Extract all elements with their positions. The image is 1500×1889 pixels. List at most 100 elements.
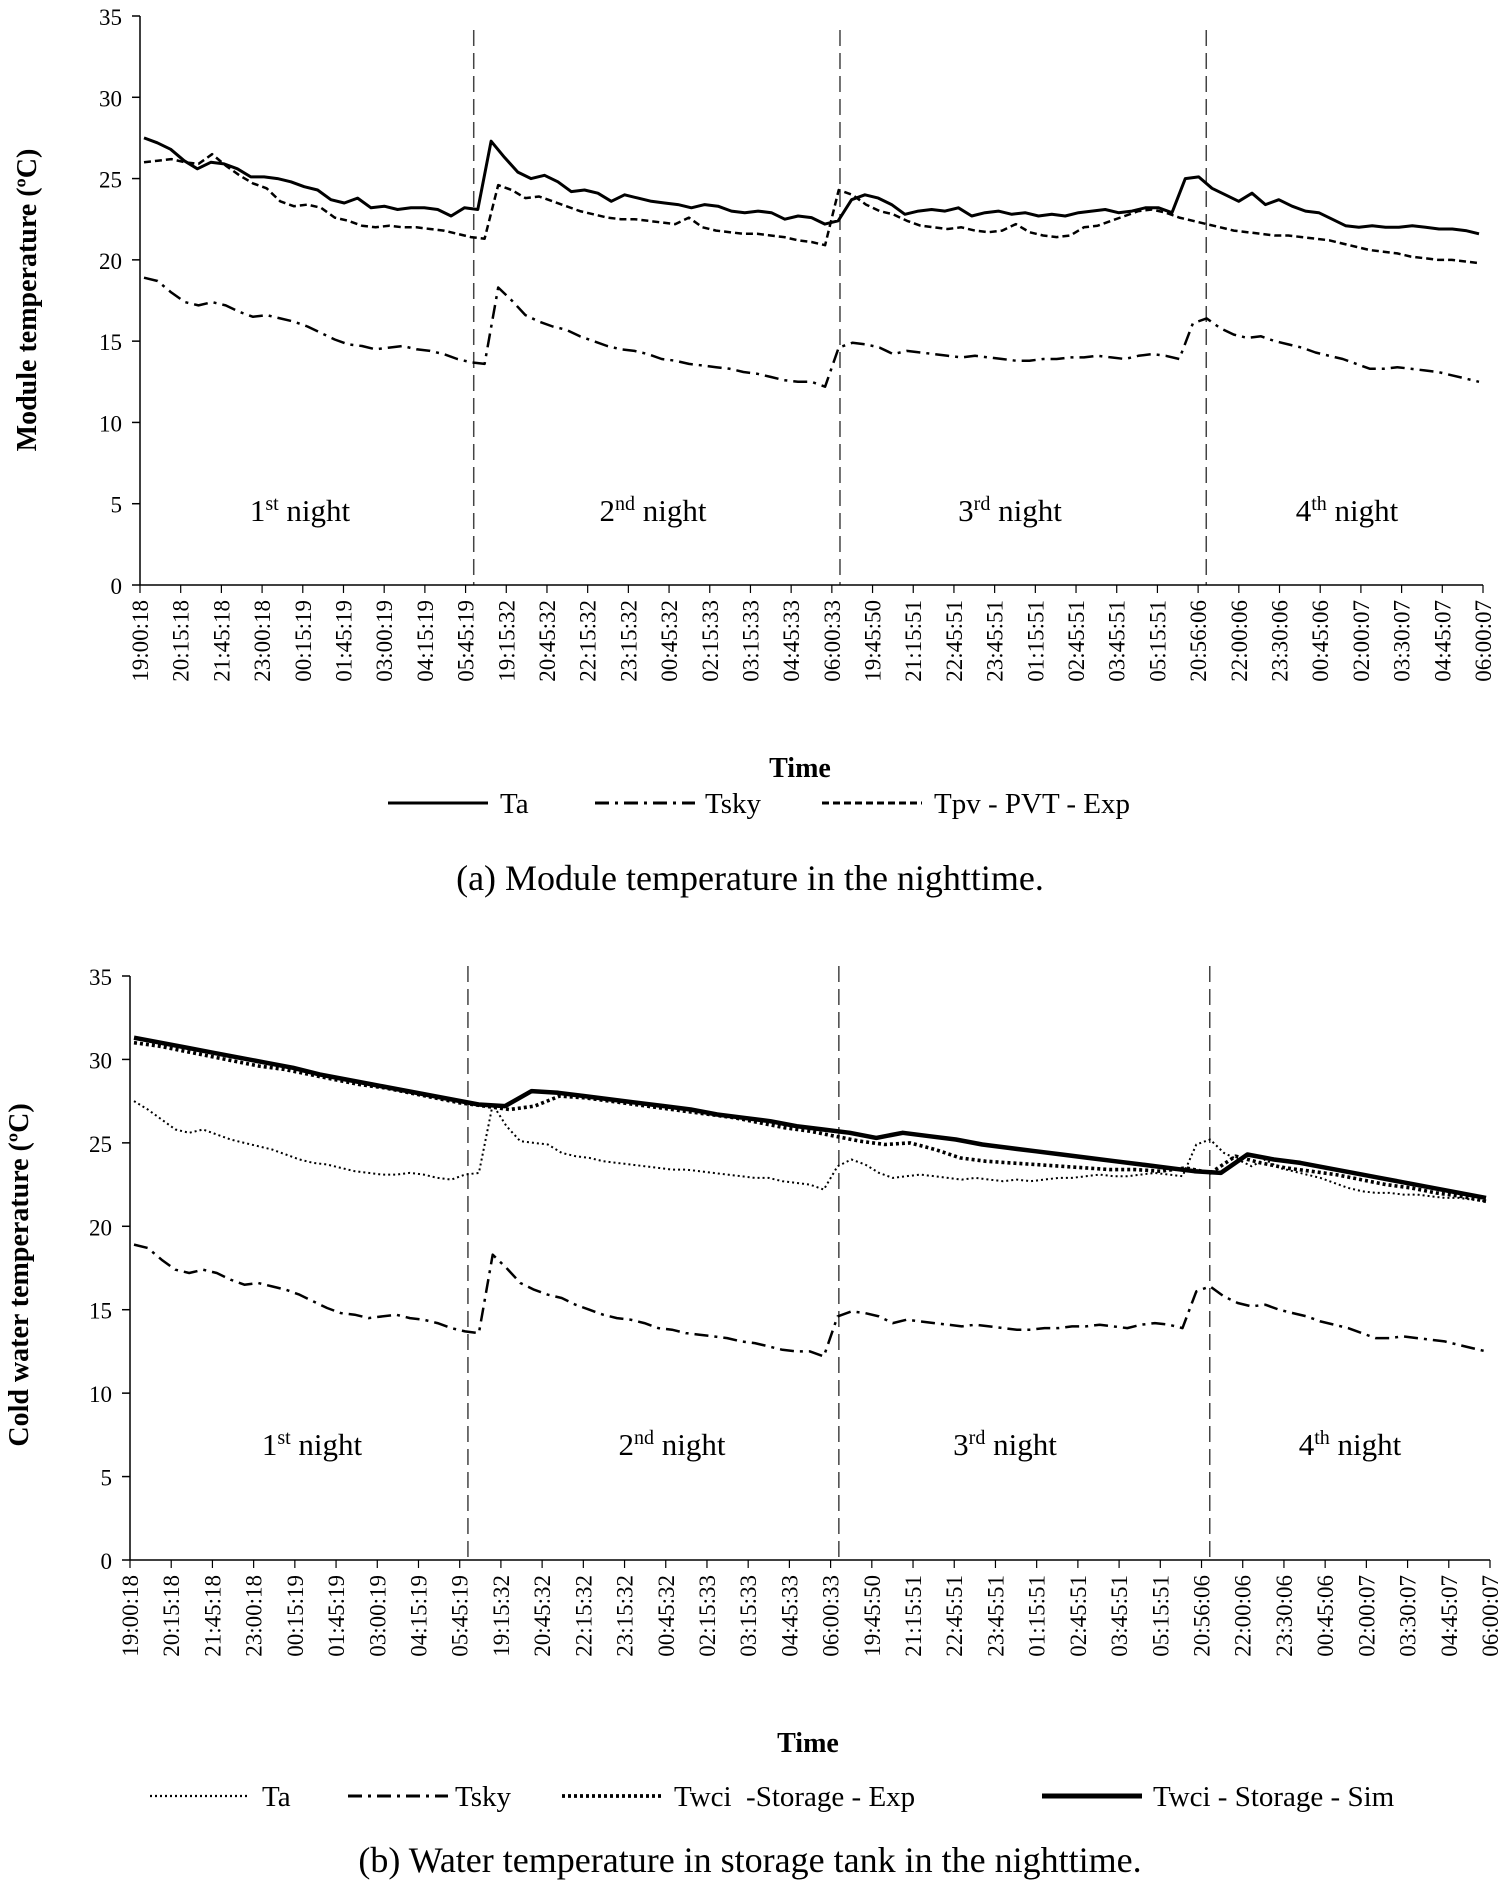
x-tick-label-b: 03:00:19 (365, 1575, 390, 1657)
y-tick-label-b: 0 (101, 1549, 113, 1574)
x-tick-label-a: 23:15:32 (616, 600, 641, 682)
x-tick-label-b: 02:00:07 (1354, 1575, 1379, 1657)
x-tick-label-a: 03:15:33 (738, 600, 763, 682)
x-tick-label-b: 23:30:06 (1272, 1575, 1297, 1657)
x-tick-label-a: 05:45:19 (454, 600, 479, 682)
night-labels-a: 1st night 2nd night 3rd night 4th night (250, 493, 1399, 528)
legend-label-ta-b: Ta (262, 1781, 291, 1813)
caption-b: (b) Water temperature in storage tank in… (358, 1840, 1141, 1880)
x-tick-label-b: 05:15:51 (1148, 1575, 1173, 1657)
y-tick-label-b: 35 (89, 965, 112, 990)
x-tick-label-a: 20:15:18 (169, 600, 194, 682)
x-tick-label-a: 19:15:32 (494, 600, 519, 682)
y-axis-ticks-b: 0 5 10 15 20 25 30 35 (89, 965, 130, 1574)
series-line-a-1 (143, 276, 1480, 388)
legend-label-twci-exp-b: Twci -Storage - Exp (674, 1781, 915, 1813)
x-tick-label-a: 19:45:50 (861, 600, 886, 682)
x-tick-label-b: 03:45:51 (1107, 1575, 1132, 1657)
x-tick-label-a: 21:15:51 (901, 600, 926, 682)
x-tick-label-b: 00:15:19 (283, 1575, 308, 1657)
x-tick-label-a: 05:15:51 (1145, 600, 1170, 682)
x-tick-label-a: 01:45:19 (331, 600, 356, 682)
chart-b: 0 5 10 15 20 25 30 35 19:00:18 20:15:18 21:45:18 2… (4, 965, 1500, 1880)
x-tick-label-b: 19:45:50 (860, 1575, 885, 1657)
y-tick-label-a: 10 (99, 411, 122, 436)
y-axis-ticks-a: 0 5 10 15 20 25 30 35 (99, 5, 140, 599)
x-tick-label-a: 04:15:19 (413, 600, 438, 682)
x-tick-label-a: 23:30:06 (1268, 600, 1293, 682)
y-tick-label-b: 15 (89, 1299, 112, 1324)
x-tick-label-a: 06:00:07 (1471, 600, 1496, 682)
x-axis-ticks-b: 19:00:18 20:15:18 21:45:18 23:00:18 00:15:19… (118, 1560, 1500, 1657)
x-tick-label-a: 20:56:06 (1186, 600, 1211, 682)
x-tick-label-b: 01:15:51 (1025, 1575, 1050, 1657)
y-axis-title-b: Cold water temperature (ºC) (4, 1103, 35, 1446)
y-axis-title-a: Module temperature (ºC) (12, 149, 43, 452)
caption-a: (a) Module temperature in the nighttime. (456, 858, 1044, 898)
y-tick-label-b: 5 (101, 1466, 113, 1491)
legend-label-tsky-b: Tsky (455, 1781, 511, 1813)
night-dividers-b (467, 966, 1211, 1560)
legend-label-ta-a: Ta (500, 788, 529, 820)
x-tick-label-a: 03:00:19 (372, 600, 397, 682)
x-tick-label-a: 23:45:51 (983, 600, 1008, 682)
night-label-a: 1st night (250, 493, 351, 528)
x-tick-label-a: 19:00:18 (128, 600, 153, 682)
y-tick-label-b: 20 (89, 1215, 112, 1240)
series-line-a-2 (143, 152, 1480, 265)
x-tick-label-b: 23:45:51 (983, 1575, 1008, 1657)
x-tick-label-a: 00:45:32 (657, 600, 682, 682)
x-tick-label-b: 05:45:19 (448, 1575, 473, 1657)
series-b (133, 1035, 1487, 1358)
legend-a: Ta Tsky Tpv - PVT - Exp (388, 788, 1130, 820)
x-tick-label-b: 04:15:19 (406, 1575, 431, 1657)
x-tick-label-a: 21:45:18 (209, 600, 234, 682)
legend-label-tsky-a: Tsky (705, 788, 761, 820)
night-label-a: 2nd night (600, 493, 707, 528)
x-tick-label-b: 21:45:18 (200, 1575, 225, 1657)
series-line-b-1 (133, 1243, 1487, 1358)
x-tick-label-b: 20:56:06 (1190, 1575, 1215, 1657)
y-tick-label-a: 20 (99, 249, 122, 274)
y-tick-label-a: 5 (111, 493, 123, 518)
x-tick-label-b: 20:15:18 (159, 1575, 184, 1657)
night-label-b: 2nd night (619, 1427, 726, 1462)
night-dividers-a (472, 30, 1208, 585)
x-tick-label-a: 22:00:06 (1227, 600, 1252, 682)
x-tick-label-b: 00:45:32 (654, 1575, 679, 1657)
night-label-b: 4th night (1299, 1427, 1402, 1462)
y-tick-label-a: 35 (99, 5, 122, 30)
y-tick-label-a: 30 (99, 86, 122, 111)
x-tick-label-b: 06:00:07 (1478, 1575, 1500, 1657)
night-label-a: 4th night (1296, 493, 1399, 528)
night-label-a: 3rd night (958, 493, 1062, 528)
x-tick-label-b: 22:15:32 (571, 1575, 596, 1657)
x-tick-label-b: 03:30:07 (1396, 1575, 1421, 1657)
x-tick-label-b: 20:45:32 (530, 1575, 555, 1657)
y-tick-label-b: 25 (89, 1132, 112, 1157)
x-tick-label-a: 06:00:33 (820, 600, 845, 682)
chart-a: 0 5 10 15 20 25 30 35 19:00:18 20:15:18 21:45:18 2… (12, 5, 1496, 898)
y-tick-label-a: 15 (99, 330, 122, 355)
x-tick-label-a: 23:00:18 (250, 600, 275, 682)
x-tick-label-b: 22:45:51 (942, 1575, 967, 1657)
x-tick-label-a: 01:15:51 (1023, 600, 1048, 682)
x-tick-label-a: 00:15:19 (291, 600, 316, 682)
x-tick-label-b: 03:15:33 (736, 1575, 761, 1657)
y-tick-label-a: 0 (111, 574, 123, 599)
x-tick-label-b: 00:45:06 (1313, 1575, 1338, 1657)
x-tick-label-a: 22:45:51 (942, 600, 967, 682)
x-tick-label-a: 02:00:07 (1349, 600, 1374, 682)
y-tick-label-b: 10 (89, 1382, 112, 1407)
series-line-a-0 (143, 136, 1480, 236)
x-tick-label-b: 22:00:06 (1231, 1575, 1256, 1657)
legend-label-tpv-a: Tpv - PVT - Exp (934, 788, 1130, 820)
x-tick-label-a: 02:45:51 (1064, 600, 1089, 682)
x-tick-label-b: 19:00:18 (118, 1575, 143, 1657)
x-tick-label-b: 23:00:18 (242, 1575, 267, 1657)
legend-label-twci-sim-b: Twci - Storage - Sim (1153, 1781, 1395, 1813)
night-label-b: 3rd night (953, 1427, 1057, 1462)
x-tick-label-a: 04:45:07 (1430, 600, 1455, 682)
x-tick-label-a: 22:15:32 (576, 600, 601, 682)
legend-b: Ta Tsky Twci -Storage - Exp Twci - Stora… (150, 1781, 1395, 1813)
